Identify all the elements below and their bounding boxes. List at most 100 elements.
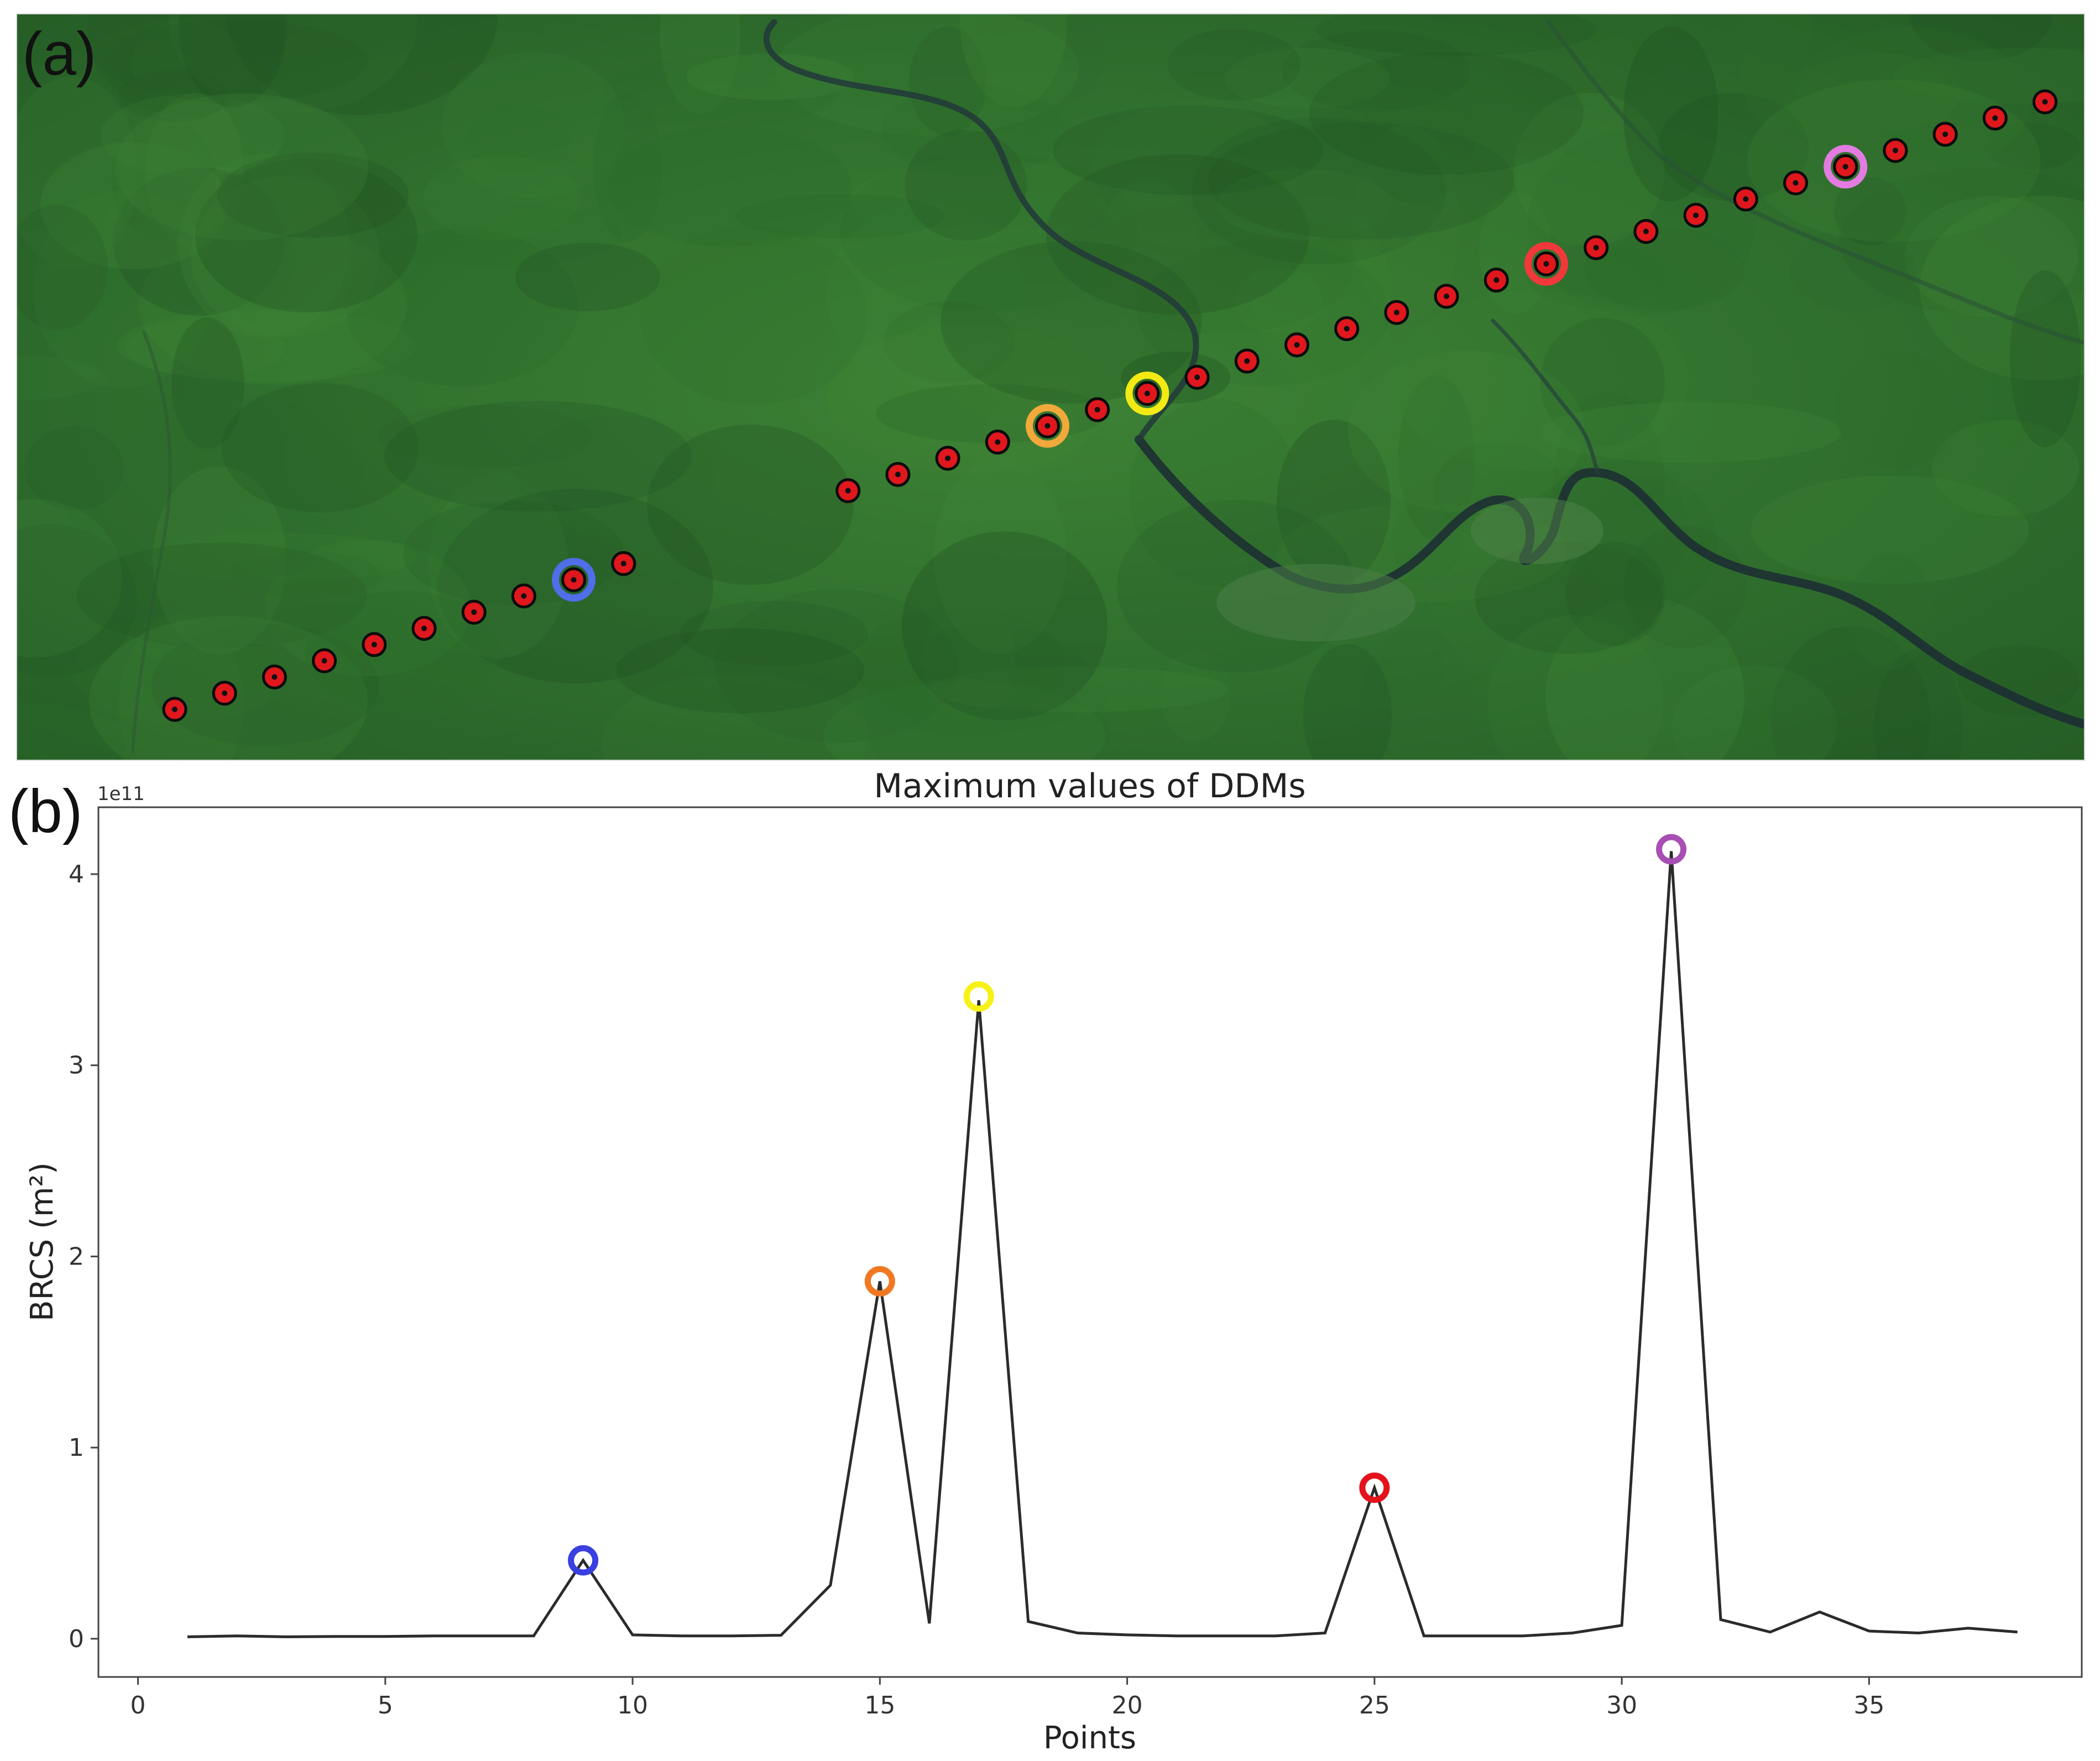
panel-b-label: (b) bbox=[8, 777, 82, 845]
forest-patch bbox=[516, 416, 715, 536]
forest-patch bbox=[1129, 399, 1299, 586]
river-tributary-west bbox=[131, 330, 172, 754]
y-axis: 0 1 2 3 4 bbox=[69, 860, 98, 1653]
y-axis-label: BRCS (m²) bbox=[24, 1162, 60, 1321]
track-point-center bbox=[471, 609, 477, 615]
forest-patch bbox=[1160, 650, 1231, 741]
forest-patch bbox=[884, 301, 1014, 382]
forest-patch bbox=[593, 92, 662, 242]
peak-marker bbox=[963, 981, 994, 1012]
track-point-center bbox=[1044, 423, 1051, 429]
forest-patch bbox=[1585, 227, 1745, 310]
forest-patch bbox=[100, 94, 285, 177]
highlight-ring bbox=[1524, 242, 1568, 286]
forest-patch bbox=[112, 118, 216, 241]
forest-patch bbox=[230, 551, 382, 599]
forest-patch bbox=[827, 203, 1025, 388]
forest-patch bbox=[1277, 420, 1391, 586]
floodplain-patch bbox=[1471, 498, 1603, 564]
highlight-ring bbox=[1824, 144, 1868, 189]
peak-marker bbox=[1656, 834, 1687, 865]
track-point-center bbox=[1593, 244, 1599, 250]
track-point-center bbox=[1942, 131, 1948, 137]
forest-patch bbox=[158, 244, 244, 310]
forest-patch bbox=[840, 151, 1137, 312]
satellite-map bbox=[17, 14, 2085, 760]
forest-patch bbox=[603, 56, 836, 128]
forest-patch bbox=[1514, 93, 1664, 247]
forest-patch bbox=[1398, 375, 1475, 541]
forest-patch bbox=[1046, 154, 1309, 315]
forest-patch bbox=[1839, 167, 2085, 314]
track-point-center bbox=[371, 641, 377, 647]
x-tick-label: 35 bbox=[1853, 1691, 1884, 1720]
forest-patch bbox=[17, 205, 108, 330]
forest-patch bbox=[1475, 541, 1663, 654]
forest-patch bbox=[1790, 230, 1917, 312]
track-point-center bbox=[1444, 293, 1450, 299]
forest-patch bbox=[17, 51, 123, 250]
map-border bbox=[16, 13, 2085, 761]
forest-patch bbox=[113, 168, 285, 316]
forest-patch bbox=[179, 14, 287, 107]
forest-patch bbox=[115, 93, 368, 241]
track-point-center bbox=[1144, 390, 1150, 396]
x-tick-label: 20 bbox=[1112, 1691, 1143, 1720]
forest-patch bbox=[1672, 665, 1837, 760]
forest-patch bbox=[1359, 77, 1474, 203]
forest-patch bbox=[119, 614, 244, 760]
forest-patch bbox=[17, 703, 133, 760]
forest-patch bbox=[686, 54, 854, 100]
forest-patch bbox=[17, 524, 137, 677]
forest-patch bbox=[934, 457, 1067, 654]
track-point-center bbox=[571, 577, 577, 583]
forest-patch bbox=[1225, 48, 1389, 109]
forest-patch bbox=[1751, 475, 2029, 584]
forest-patch bbox=[608, 127, 852, 247]
forest-patch bbox=[191, 176, 380, 337]
panel-a-label: (a) bbox=[22, 20, 96, 88]
forest-patch bbox=[217, 153, 409, 238]
forest-patch bbox=[423, 156, 580, 240]
forest-patch bbox=[378, 405, 593, 468]
x-tick-label: 10 bbox=[617, 1691, 648, 1720]
forest-patch bbox=[1235, 268, 1322, 334]
forest-patch bbox=[1192, 117, 1446, 264]
highlight-ring bbox=[552, 558, 596, 602]
forest-patch bbox=[1796, 53, 1961, 132]
track-point-center bbox=[895, 472, 901, 478]
forest-patch bbox=[227, 14, 498, 115]
forest-patch bbox=[1868, 570, 2085, 650]
forest-patch bbox=[1658, 93, 1809, 201]
forest-patch bbox=[345, 228, 578, 386]
forest-patch bbox=[1348, 351, 1585, 513]
forest-patch bbox=[17, 499, 122, 657]
forest-patch bbox=[166, 617, 286, 715]
track-point-center bbox=[1743, 196, 1749, 202]
forest-patch bbox=[1251, 195, 1390, 386]
y-tick-label: 2 bbox=[69, 1242, 84, 1271]
forest-patch bbox=[1894, 48, 2085, 103]
track-point-center bbox=[1892, 148, 1898, 154]
forest-patch bbox=[305, 591, 500, 714]
peak-marker bbox=[1359, 1472, 1390, 1503]
forest-patch bbox=[1850, 553, 1932, 670]
forest-patch bbox=[1390, 291, 1689, 471]
forest-patch bbox=[1834, 177, 1906, 245]
forest-patch bbox=[171, 317, 244, 449]
forest-patch bbox=[24, 426, 124, 510]
forest-patch bbox=[882, 85, 1065, 176]
y-tick-label: 0 bbox=[69, 1625, 84, 1653]
forest-patch bbox=[126, 318, 285, 377]
forest-patch bbox=[179, 601, 408, 645]
forest-patch bbox=[1584, 475, 1717, 610]
forest-patch bbox=[1487, 615, 1663, 760]
forest-patch bbox=[1737, 14, 1811, 132]
forest-texture bbox=[17, 14, 2085, 760]
peak-marker bbox=[568, 1545, 599, 1576]
forest-patch bbox=[17, 355, 106, 400]
forest-patch bbox=[1208, 122, 1514, 239]
forest-patch bbox=[1771, 626, 1930, 760]
forest-patch bbox=[1920, 196, 2085, 380]
